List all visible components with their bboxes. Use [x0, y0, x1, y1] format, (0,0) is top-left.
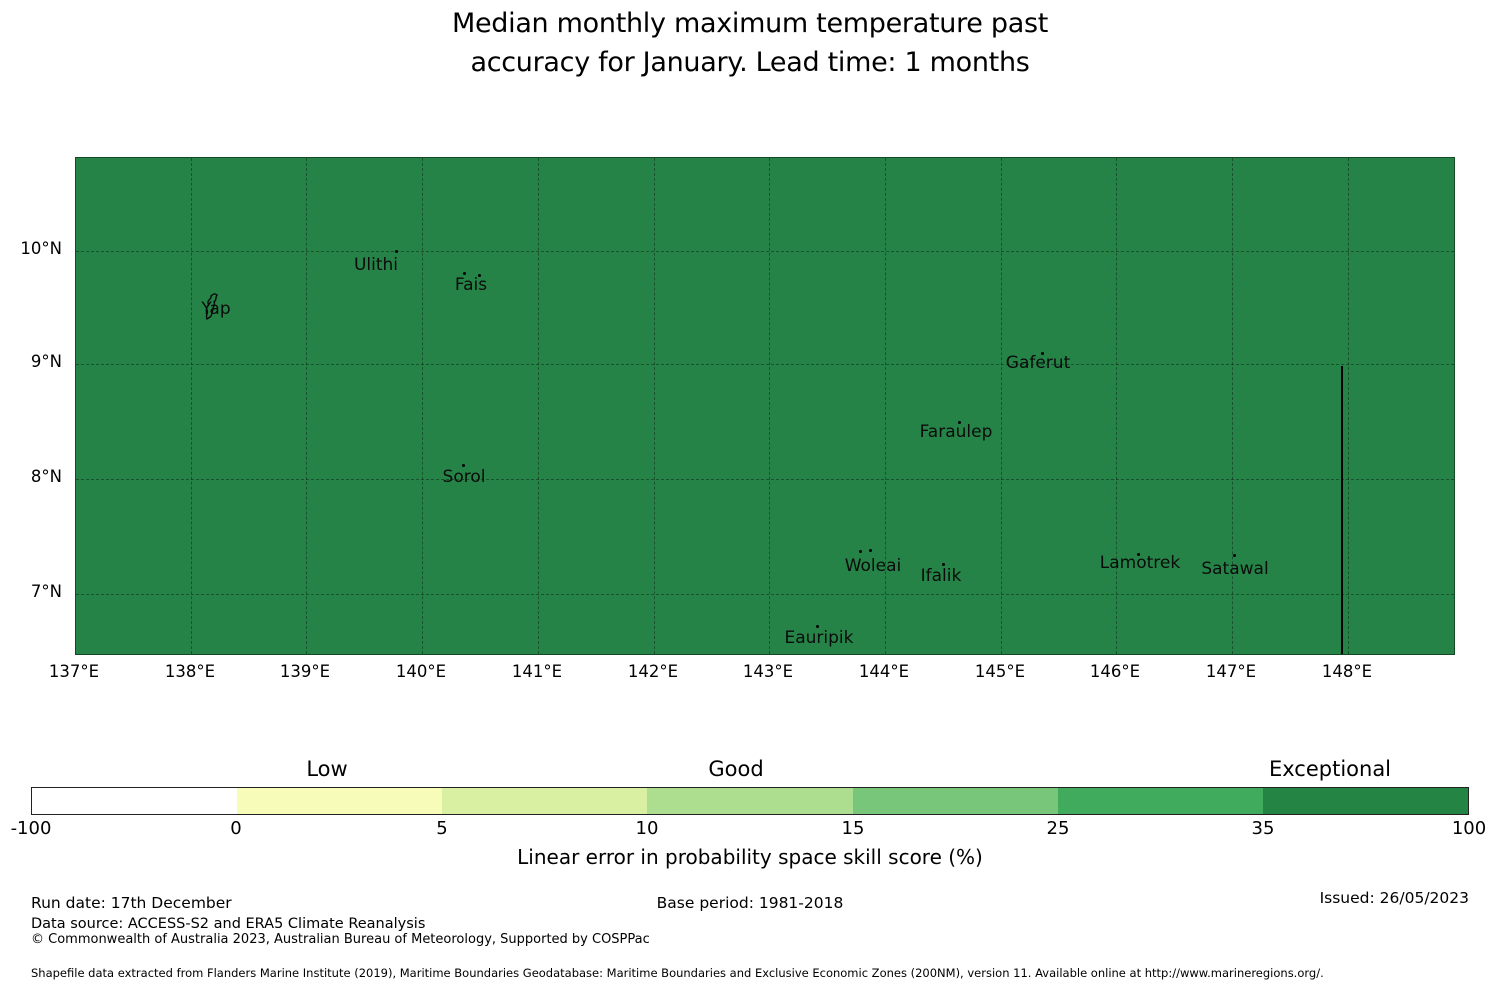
title-line-1: Median monthly maximum temperature past [451, 8, 1049, 39]
island-dot [463, 272, 466, 275]
chart-title: Median monthly maximum temperature past … [0, 4, 1500, 82]
colorbar-segment-6 [1262, 788, 1468, 814]
x-axis-tick-label: 139°E [279, 662, 331, 681]
gridline-vertical [769, 158, 770, 654]
gridline-horizontal [76, 364, 1454, 365]
colorbar-tick-label: 100 [1451, 818, 1487, 839]
colorbar-tick-label: 10 [635, 818, 659, 839]
colorbar-tick-label: -100 [10, 818, 52, 839]
island-label-sorol: Sorol [442, 467, 486, 487]
colorbar-segment-2 [442, 788, 648, 814]
island-label-lamotrek: Lamotrek [1099, 553, 1181, 573]
colorbar-tick-label: 15 [841, 818, 865, 839]
y-axis-tick-label: 7°N [30, 582, 62, 601]
y-axis-tick-label: 9°N [30, 352, 62, 371]
island-dot [478, 274, 481, 277]
gridline-vertical [422, 158, 423, 654]
island-dot [869, 549, 872, 552]
island-dot [1233, 554, 1236, 557]
island-label-satawal: Satawal [1201, 559, 1269, 579]
x-axis-tick-label: 145°E [974, 662, 1026, 681]
gridline-vertical [306, 158, 307, 654]
colorbar-segment-3 [647, 788, 853, 814]
issued-date-text: Issued: 26/05/2023 [1319, 889, 1469, 907]
colorbar-segment-5 [1057, 788, 1263, 814]
x-axis-tick-label: 140°E [395, 662, 447, 681]
x-axis-tick-label: 144°E [858, 662, 910, 681]
island-label-fais: Fais [454, 275, 488, 295]
map-plot-area: Yap Ulithi Fais Sorol Gaferut Faraulep Woleai I… [75, 157, 1455, 655]
base-period-text: Base period: 1981-2018 [656, 894, 844, 912]
title-line-2: accuracy for January. Lead time: 1 month… [470, 47, 1030, 78]
x-axis-tick-label: 148°E [1321, 662, 1373, 681]
data-source-text: Data source: ACCESS-S2 and ERA5 Climate … [31, 916, 426, 932]
island-dot [816, 625, 819, 628]
x-axis-tick-label: 137°E [48, 662, 100, 681]
x-axis-tick-label: 143°E [742, 662, 794, 681]
gridline-horizontal [76, 251, 1454, 252]
gridline-vertical [538, 158, 539, 654]
gridline-vertical [1116, 158, 1117, 654]
x-axis-tick-label: 142°E [627, 662, 679, 681]
colorbar-category-label: Low [306, 757, 348, 781]
island-dot [395, 250, 398, 253]
eez-boundary-line [1341, 366, 1343, 654]
island-label-faraulep: Faraulep [919, 422, 993, 442]
island-label-ulithi: Ulithi [353, 255, 399, 275]
yap-island-outline-icon [201, 291, 225, 325]
x-axis-tick-label: 147°E [1205, 662, 1257, 681]
x-axis-tick-label: 141°E [511, 662, 563, 681]
y-axis-tick-label: 8°N [30, 467, 62, 486]
run-date-text: Run date: 17th December [31, 894, 232, 912]
island-dot [1137, 553, 1140, 556]
gridline-vertical [654, 158, 655, 654]
island-label-ifalik: Ifalik [920, 566, 962, 586]
x-axis-tick-label: 146°E [1089, 662, 1141, 681]
island-label-gaferut: Gaferut [1005, 353, 1071, 373]
island-dot [942, 563, 945, 566]
colorbar [31, 787, 1469, 815]
colorbar-tick-label: 25 [1046, 818, 1070, 839]
gridline-horizontal [76, 479, 1454, 480]
gridline-vertical [1001, 158, 1002, 654]
shapefile-attribution-text: Shapefile data extracted from Flanders M… [31, 966, 1324, 980]
y-axis-tick-label: 10°N [20, 239, 62, 258]
colorbar-segment-1 [237, 788, 443, 814]
gridline-horizontal [76, 594, 1454, 595]
copyright-text: © Commonwealth of Australia 2023, Austra… [31, 932, 650, 947]
island-label-eauripik: Eauripik [784, 628, 854, 648]
island-dot [958, 421, 961, 424]
island-dot [859, 550, 862, 553]
colorbar-tick-label: 5 [436, 818, 448, 839]
gridline-vertical [191, 158, 192, 654]
colorbar-tick-label: 0 [230, 818, 242, 839]
colorbar-segment-0 [32, 788, 238, 814]
gridline-vertical [885, 158, 886, 654]
gridline-vertical [1232, 158, 1233, 654]
colorbar-category-label: Good [708, 757, 764, 781]
x-axis-tick-label: 138°E [164, 662, 216, 681]
gridline-vertical [1348, 158, 1349, 654]
colorbar-segment-4 [852, 788, 1058, 814]
colorbar-category-label: Exceptional [1268, 757, 1392, 781]
colorbar-tick-label: 35 [1251, 818, 1275, 839]
island-dot [462, 464, 465, 467]
colorbar-axis-label: Linear error in probability space skill … [517, 845, 983, 869]
island-dot [1041, 352, 1044, 355]
island-label-woleai: Woleai [844, 556, 902, 576]
